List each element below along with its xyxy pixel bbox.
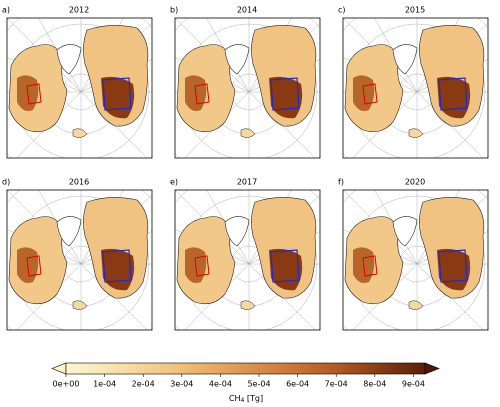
colorbar-extend-high	[424, 362, 440, 375]
colorbar-extend-low	[51, 362, 67, 375]
panel-year: 2017	[237, 178, 257, 187]
colorbar: CH4 [Tg] 0e+00 1e-04 2e-04 3e-04 4e-04 5e-04 6…	[51, 362, 440, 404]
panel-year: 2012	[69, 6, 89, 15]
panel-label: c)	[338, 6, 346, 15]
polar-map	[313, 160, 500, 370]
polar-map	[145, 0, 355, 198]
panel-label: d)	[2, 178, 10, 187]
map-panel: d) 2016	[0, 160, 187, 370]
colorbar-tick-label: 3e-04	[170, 380, 193, 389]
colorbar-tick-label: 0e+00	[53, 380, 80, 389]
colorbar-tick-label: 7e-04	[325, 380, 348, 389]
panels: a) 2012 b) 2014 c) 2015 d) 2016 e) 2017 f) 2020	[0, 0, 500, 370]
polar-map	[145, 160, 355, 370]
panel-year: 2020	[405, 178, 425, 187]
map-panel: f) 2020	[313, 160, 500, 370]
map-panel: e) 2017	[145, 160, 355, 370]
colorbar-tick-label: 9e-04	[402, 380, 425, 389]
colorbar-tick-label: 2e-04	[132, 380, 155, 389]
panel-label: a)	[2, 6, 10, 15]
polar-map	[313, 0, 500, 198]
colorbar-tick-label: 1e-04	[93, 380, 116, 389]
colorbar-tick-label: 6e-04	[286, 380, 309, 389]
panel-year: 2014	[237, 6, 257, 15]
panel-year: 2015	[405, 6, 425, 15]
colorbar-tick-label: 4e-04	[209, 380, 232, 389]
map-panel: b) 2014	[145, 0, 355, 198]
colorbar-bar	[65, 362, 426, 375]
polar-map	[0, 160, 187, 370]
map-panel: a) 2012	[0, 0, 187, 198]
polar-map	[0, 0, 187, 198]
map-panel: c) 2015	[313, 0, 500, 198]
colorbar-tick-label: 8e-04	[363, 380, 386, 389]
colorbar-tick-label: 5e-04	[247, 380, 270, 389]
panel-year: 2016	[69, 178, 89, 187]
panel-label: f)	[338, 178, 344, 187]
colorbar-label: CH4 [Tg]	[229, 394, 263, 404]
panel-label: b)	[170, 6, 178, 15]
panel-label: e)	[170, 178, 178, 187]
